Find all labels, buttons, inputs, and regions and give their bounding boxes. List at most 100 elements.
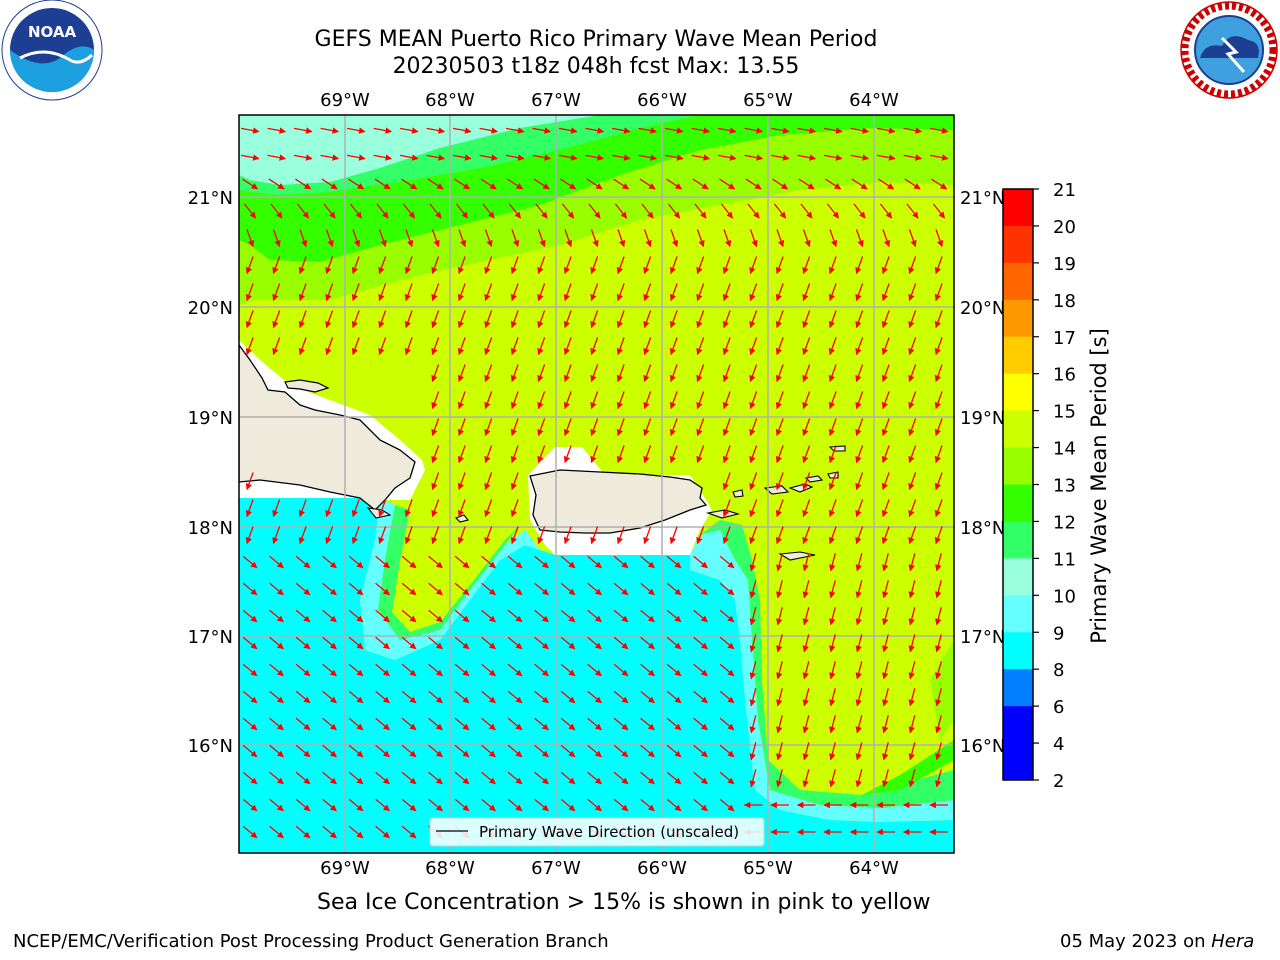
wave-arrow [669,283,678,302]
wave-arrow [908,391,917,410]
wave-arrow [428,609,443,623]
wave-arrow [564,229,573,248]
wave-arrow [404,283,413,302]
wave-arrow [908,661,916,680]
wave-arrow [855,472,864,491]
wave-arrow [855,661,863,680]
wave-arrow [375,744,390,758]
colorbar-tick-label: 12 [1053,512,1076,533]
lon-label-bottom: 66°W [637,858,687,879]
lon-label-top: 68°W [425,90,475,111]
wave-arrow [240,154,260,161]
wave-arrow [242,178,259,190]
wave-arrow [828,256,837,275]
wave-arrow [691,154,711,161]
wave-arrow [802,661,810,680]
wave-direction-arrows [240,127,949,839]
wave-arrow [375,825,390,839]
wave-arrow [537,391,546,410]
wave-arrow [325,310,334,329]
wave-arrow [348,555,364,569]
wave-arrow [375,717,390,731]
wave-arrow [616,445,625,464]
wave-arrow [882,634,889,653]
wave-arrow [616,256,625,275]
wave-arrow [643,229,652,248]
colorbar-tick-label: 17 [1053,328,1076,349]
wave-arrow [563,283,572,302]
wave-arrow [934,472,943,491]
lat-label-right: 20°N [960,298,1005,319]
wave-arrow [908,229,917,248]
wave-arrow [295,555,311,569]
wave-arrow [587,555,602,569]
wave-arrow [560,663,576,677]
wave-arrow [776,580,783,599]
wave-arrow [378,256,387,275]
wave-arrow [693,555,708,569]
wave-arrow [640,636,655,650]
wave-arrow [245,526,254,545]
wave-arrow [776,769,783,788]
wave-arrow [932,203,946,219]
colorbar-tick-label: 11 [1053,549,1076,570]
wave-arrow [590,526,599,545]
wave-arrow [454,717,470,731]
wave-arrow [245,499,254,518]
wave-arrow [325,283,334,302]
colorbar-tick-label: 18 [1053,291,1076,312]
wave-arrow [908,580,916,599]
lat-label-right: 17°N [960,627,1005,648]
wave-arrow [454,744,470,758]
wave-arrow [560,771,576,785]
wave-arrow [322,582,337,596]
wave-arrow [776,229,785,248]
wave-arrow [431,472,440,491]
wave-arrow [666,717,682,731]
wave-arrow [640,663,655,677]
wave-arrow [431,391,440,410]
wave-arrow [511,229,520,248]
wave-arrow [401,582,417,596]
colorbar-tick-label: 21 [1053,180,1076,201]
wave-arrow [426,154,446,161]
wave-arrow [855,742,863,761]
wave-arrow [855,337,864,356]
wave-arrow [507,582,523,596]
wave-arrow [322,744,337,758]
wave-arrow [881,526,890,545]
wave-arrow [640,771,655,785]
wave-arrow [534,717,549,731]
wave-arrow [510,256,519,275]
wave-arrow [560,178,577,190]
wave-arrow [479,154,499,161]
wave-arrow [798,178,815,190]
wave-arrow [269,636,284,650]
wave-arrow [669,391,678,410]
colorbar-tick-label: 8 [1053,660,1064,681]
wave-arrow [507,717,523,731]
wave-arrow [931,178,948,190]
wave-arrow [855,688,863,707]
footer-branch: NCEP/EMC/Verification Post Processing Pr… [13,931,609,952]
wave-arrow [401,798,417,812]
wave-arrow [587,771,602,785]
wave-arrow [484,364,493,383]
wave-arrow [776,634,783,653]
wave-arrow [903,154,923,161]
wave-arrow [269,609,284,623]
wave-arrow [351,310,360,329]
wave-arrow [666,178,683,190]
colorbar-segment [1003,706,1033,744]
wave-arrow [664,154,684,161]
wave-arrow [613,609,629,623]
wave-arrow [246,229,255,248]
wave-arrow [269,555,284,569]
wave-arrow [828,472,837,491]
wave-arrow [643,256,652,275]
lat-lon-grid [239,115,954,853]
wave-arrow [802,283,811,302]
wave-arrow [590,364,599,383]
wave-arrow [643,283,652,302]
wave-arrow [431,310,440,329]
